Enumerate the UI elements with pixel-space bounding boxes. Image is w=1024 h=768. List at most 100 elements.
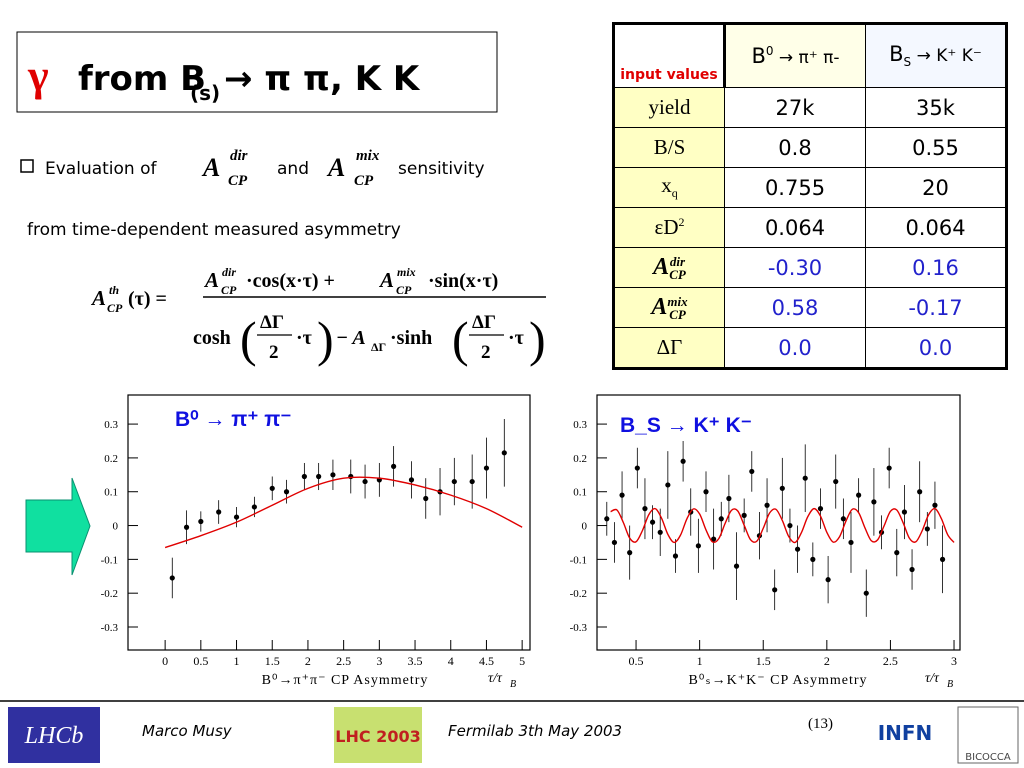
- cell: -0.30: [724, 247, 866, 288]
- f-paren: (: [452, 311, 469, 367]
- fit-curve: [164, 476, 523, 549]
- x-tick-label: 1.5: [756, 654, 771, 668]
- y-tick-label: 0.2: [573, 453, 587, 465]
- x-tick-label: 3: [951, 654, 957, 668]
- lhcb-logo-text: LHCb: [24, 723, 84, 749]
- data-point: [408, 477, 415, 483]
- data-point: [301, 473, 307, 480]
- rest: → π⁺ π-: [773, 48, 840, 68]
- data-point: [672, 553, 679, 559]
- cell: 0.064: [865, 207, 1007, 248]
- f-cos: ·cos(x·τ) +: [246, 270, 335, 292]
- bullet-and: and: [277, 159, 309, 179]
- title-rest: → π π, K K: [224, 59, 421, 99]
- x-tick-label: 2.5: [336, 654, 351, 668]
- data-point: [840, 516, 846, 522]
- data-point: [924, 526, 930, 532]
- rest: → K⁺ K⁻: [911, 46, 982, 67]
- data-point: [833, 478, 839, 485]
- f-sub: CP: [107, 301, 123, 315]
- table-body: input values B0 → π⁺ π- BS → K⁺ K⁻ yield 27k…: [613, 23, 1007, 369]
- f-dg: ΔΓ: [260, 312, 284, 333]
- x-axis-unit: τ/τ: [925, 671, 940, 686]
- data-point: [611, 539, 618, 546]
- data-point: [726, 495, 732, 502]
- sup: 0: [765, 44, 774, 58]
- cell: 27k: [724, 87, 866, 128]
- input-table: input values B0 → π⁺ π- BS → K⁺ K⁻ yield 27k…: [612, 22, 1008, 370]
- data-point: [764, 502, 770, 508]
- data-point: [604, 516, 610, 522]
- data-point: [825, 577, 831, 583]
- y-tick-label: 0.3: [573, 419, 587, 431]
- univ-logo-text: BICOCCA: [965, 752, 1011, 763]
- x-axis-unit-sub: B: [947, 679, 953, 690]
- f-two: 2: [481, 342, 491, 363]
- a-symbol: A: [326, 153, 345, 182]
- data-point: [627, 549, 633, 556]
- data-point: [733, 563, 740, 569]
- data-point: [169, 575, 175, 581]
- x-tick-label: 2: [824, 654, 830, 668]
- y-tick-label: 0: [113, 521, 119, 533]
- data-point: [802, 475, 808, 481]
- x-axis-unit: τ/τ: [488, 671, 503, 686]
- chart-title: B⁰ → π⁺ π⁻: [175, 408, 291, 431]
- x-tick-label: 1: [234, 654, 240, 668]
- f-sup: th: [109, 283, 119, 297]
- data-point: [886, 465, 892, 471]
- x-tick-label: 1.5: [265, 654, 280, 668]
- f-a: A: [203, 268, 219, 292]
- script: mix CP: [667, 295, 687, 321]
- cell: 0.755: [724, 167, 866, 208]
- title-sub: (s): [190, 81, 220, 105]
- data-point: [642, 506, 648, 512]
- text: A: [653, 253, 670, 280]
- data-point: [779, 485, 785, 491]
- title-box: [16, 31, 498, 113]
- sup: 2: [678, 215, 685, 229]
- data-point: [787, 522, 793, 529]
- y-tick-label: -0.1: [101, 554, 118, 566]
- f-tau: ·τ: [296, 327, 312, 349]
- x-tick-label: 3.5: [408, 654, 423, 668]
- data-point: [871, 499, 877, 505]
- y-tick-label: 0.3: [104, 419, 118, 431]
- y-tick-label: -0.2: [570, 588, 587, 600]
- a-sub: CP: [354, 173, 374, 189]
- arrow: [25, 477, 91, 576]
- data-point: [423, 495, 429, 502]
- cell: 0.8: [724, 127, 866, 168]
- infn-logo: INFN: [878, 721, 933, 745]
- plot-frame: [596, 394, 961, 651]
- row: ΔΓ 0.0 0.0: [613, 327, 1007, 369]
- data-point: [183, 524, 190, 530]
- data-point: [772, 587, 778, 593]
- data-point: [703, 489, 709, 495]
- f-paren: ): [317, 311, 334, 367]
- data-point: [856, 492, 862, 498]
- x-tick-label: 2.5: [883, 654, 898, 668]
- text: x: [661, 173, 672, 198]
- cell: 0.58: [724, 287, 866, 328]
- lhc-logo-text: LHC 2003: [335, 727, 420, 746]
- data-point: [216, 509, 222, 515]
- data-point: [362, 478, 368, 485]
- f-tau: ·τ: [508, 327, 524, 349]
- text: εD: [654, 215, 679, 239]
- a-symbol: A: [201, 153, 220, 182]
- data-point: [939, 556, 946, 562]
- f-sub: CP: [396, 283, 412, 297]
- y-tick-label: 0.2: [104, 453, 118, 465]
- univ-logo: [957, 706, 1019, 764]
- row: εD2 0.064 0.064: [613, 207, 1007, 248]
- f-sin: ·sin(x·τ): [428, 270, 498, 292]
- header-row: input values B0 → π⁺ π- BS → K⁺ K⁻: [613, 23, 1007, 88]
- x-tick-label: 3: [376, 654, 382, 668]
- x-tick-label: 0.5: [629, 654, 644, 668]
- data-point: [680, 458, 686, 464]
- data-point: [469, 478, 475, 485]
